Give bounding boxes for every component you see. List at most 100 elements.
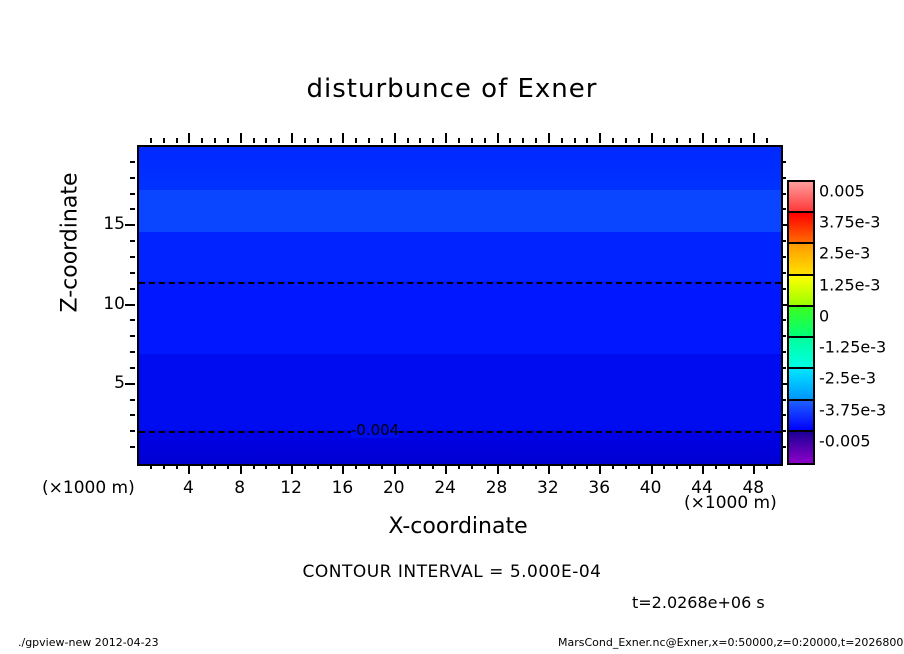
y-minor-tick-right: [781, 335, 786, 338]
contour-label: -0.004: [350, 420, 400, 439]
x-tick-label: 48: [742, 478, 765, 498]
footer-command: ./gpview-new 2012-04-23: [18, 636, 159, 649]
x-minor-tick-top: [663, 138, 666, 143]
colorbar-segment: [789, 182, 813, 214]
x-minor-tick: [380, 464, 383, 469]
colorbar-tick-label: 1.25e-3: [819, 275, 881, 295]
x-major-tick: [239, 464, 242, 474]
x-minor-tick-top: [689, 138, 692, 143]
x-minor-tick-top: [509, 138, 512, 143]
x-minor-tick-top: [149, 138, 152, 143]
x-minor-tick-top: [573, 138, 576, 143]
x-axis-title: X-coordinate: [388, 514, 528, 539]
x-minor-tick: [560, 464, 563, 469]
x-tick-label: 32: [537, 478, 559, 498]
x-minor-tick: [419, 464, 422, 469]
colorbar-segment: [789, 275, 813, 307]
y-minor-tick-right: [781, 255, 786, 258]
x-minor-tick: [586, 464, 589, 469]
x-tick-label: 12: [280, 478, 302, 498]
x-major-tick-top: [599, 133, 602, 143]
x-major-tick-top: [291, 133, 294, 143]
y-minor-tick-right: [781, 208, 786, 211]
y-minor-tick-right: [781, 351, 786, 354]
x-minor-tick-top: [419, 138, 422, 143]
x-minor-tick: [470, 464, 473, 469]
x-tick-label: 8: [234, 478, 246, 498]
y-minor-tick: [130, 335, 135, 338]
x-minor-tick: [458, 464, 460, 469]
colorbar-tick-label: 0.005: [819, 181, 865, 201]
x-minor-tick: [483, 464, 486, 469]
y-minor-tick: [130, 160, 135, 163]
x-minor-tick-top: [714, 138, 717, 143]
heatmap-band: [139, 353, 781, 432]
x-minor-tick: [740, 464, 743, 469]
colorbar-tick-label: -2.5e-3: [819, 368, 877, 388]
x-major-tick: [753, 464, 756, 474]
contour-interval-note: CONTOUR INTERVAL = 5.000E-04: [302, 562, 602, 582]
colorbar-tick-label: 3.75e-3: [819, 212, 881, 232]
x-minor-tick: [214, 464, 217, 469]
x-minor-tick-top: [380, 138, 383, 143]
y-tick-label: 10: [103, 293, 125, 314]
x-minor-tick-top: [303, 138, 306, 143]
x-minor-tick-top: [522, 138, 525, 143]
x-minor-tick: [535, 464, 538, 469]
x-minor-tick-top: [458, 138, 460, 143]
page-title: disturbunce of Exner: [306, 74, 598, 104]
x-minor-tick-top: [740, 138, 743, 143]
colorbar-tick-label: -3.75e-3: [819, 400, 887, 420]
x-minor-tick: [162, 464, 165, 469]
x-tick-label: 40: [639, 478, 662, 498]
contour-line: [139, 430, 781, 433]
x-minor-tick: [265, 464, 268, 469]
colorbar-segment: [789, 369, 813, 401]
x-minor-tick: [201, 464, 204, 469]
x-tick-label: 44: [691, 478, 713, 498]
colorbar-segment: [789, 400, 813, 432]
x-minor-tick: [573, 464, 576, 469]
x-minor-tick-top: [368, 138, 371, 143]
x-minor-tick: [355, 464, 358, 469]
y-minor-tick: [130, 192, 135, 195]
y-major-tick: [125, 224, 135, 227]
x-minor-tick: [663, 464, 666, 469]
x-minor-tick: [714, 464, 717, 469]
y-minor-tick: [130, 366, 135, 369]
x-tick-label: 28: [485, 478, 508, 498]
heatmap-band: [139, 190, 781, 234]
x-major-tick: [496, 464, 499, 474]
y-major-tick-right: [781, 382, 791, 385]
y-minor-tick: [130, 176, 135, 179]
y-minor-tick: [130, 287, 135, 290]
y-tick-label: 15: [103, 214, 125, 235]
x-minor-tick-top: [201, 138, 204, 143]
x-minor-tick: [226, 464, 229, 469]
x-minor-tick-top: [470, 138, 473, 143]
y-minor-tick: [130, 208, 135, 211]
x-tick-label: 36: [588, 478, 611, 498]
y-tick-label: 5: [114, 372, 125, 393]
heatmap-band: [139, 231, 781, 283]
x-minor-tick-top: [624, 138, 627, 143]
x-minor-tick-top: [252, 138, 255, 143]
x-major-tick-top: [701, 133, 704, 143]
y-minor-tick-right: [781, 366, 786, 369]
x-minor-tick: [637, 464, 640, 469]
heatmap-band: [139, 147, 781, 193]
x-minor-tick: [766, 464, 769, 469]
x-minor-tick: [432, 464, 435, 469]
footer-source: MarsCond_Exner.nc@Exner,x=0:50000,z=0:20…: [558, 636, 904, 649]
x-tick-label: 16: [331, 478, 354, 498]
y-minor-tick: [130, 271, 135, 274]
x-minor-tick: [689, 464, 692, 469]
x-minor-tick: [175, 464, 178, 469]
colorbar-segment: [789, 338, 813, 370]
x-major-tick: [342, 464, 345, 474]
x-minor-tick: [509, 464, 512, 469]
y-minor-tick-right: [781, 398, 786, 401]
x-minor-tick-top: [214, 138, 217, 143]
x-minor-tick: [278, 464, 281, 469]
colorbar-tick-label: -0.005: [819, 431, 871, 451]
